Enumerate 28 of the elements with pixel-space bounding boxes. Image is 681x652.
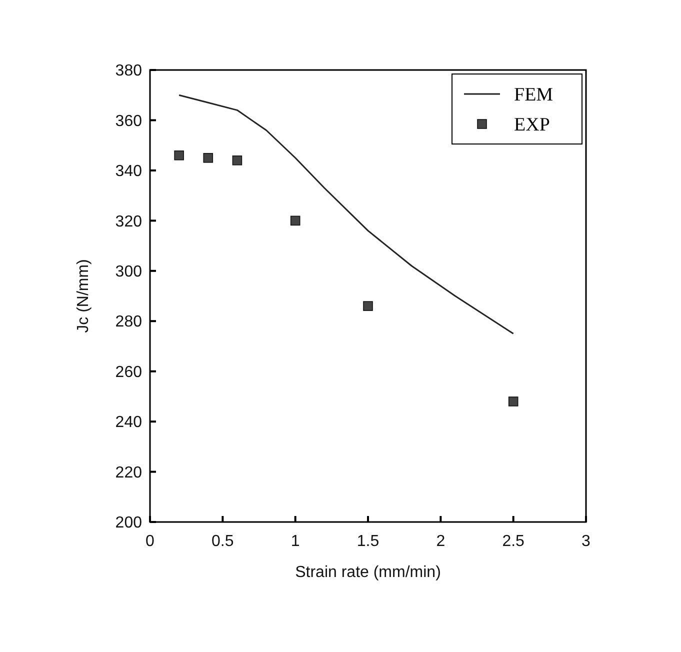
x-axis-title: Strain rate (mm/min) (295, 564, 441, 581)
x-tick-label: 0.5 (212, 533, 234, 550)
y-tick-label: 360 (115, 112, 142, 130)
point (232, 156, 242, 166)
point (290, 216, 300, 226)
point (508, 396, 518, 406)
y-tick-label: 340 (115, 163, 142, 180)
legend-label: FEM (514, 84, 554, 106)
x-tick-label: 1.5 (356, 533, 380, 550)
y-tick-label: 240 (115, 414, 142, 432)
x-tick-label: 0 (146, 533, 155, 550)
point (363, 301, 373, 311)
x-tick-label: 2.5 (502, 533, 525, 550)
y-tick-label: 260 (115, 364, 142, 381)
y-tick-label: 320 (115, 213, 142, 230)
x-tick-label: 1 (290, 533, 300, 550)
point (203, 152, 214, 163)
y-axis-title: Jc (N/mm) (75, 259, 92, 333)
x-tick-label: 2 (436, 533, 446, 550)
line-series (178, 94, 514, 334)
y-tick-label: 300 (115, 263, 142, 280)
y-tick-label: 200 (115, 514, 142, 532)
y-tick-label: 280 (115, 314, 142, 331)
y-tick-label: 220 (115, 464, 142, 482)
y-tick-label: 380 (115, 62, 142, 80)
x-tick-label: 3 (582, 533, 591, 550)
point (174, 150, 184, 160)
legend-label: EXP (514, 114, 550, 136)
